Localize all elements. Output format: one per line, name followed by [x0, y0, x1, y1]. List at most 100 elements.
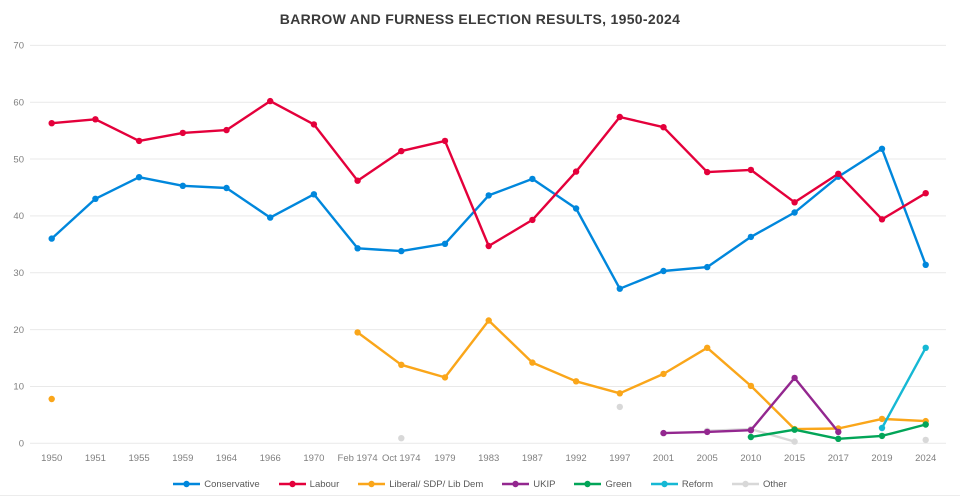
series-reform: [878, 344, 929, 432]
data-point-labour-2017: [835, 170, 842, 177]
data-point-conservative-2010: [747, 233, 755, 241]
line-labour: [50, 99, 927, 248]
legend-swatch-labour: [278, 480, 306, 488]
data-point-conservative-2005: [704, 263, 711, 271]
y-tick-label-40: 40: [13, 211, 24, 222]
data-point-conservative-1955: [135, 174, 143, 181]
data-point-ukip-2010: [747, 427, 755, 434]
y-tick-label-0: 0: [19, 439, 24, 450]
data-point-ukip-2005: [704, 428, 711, 436]
legend-label-labour: Labour: [309, 478, 340, 490]
data-point-ukip-2001: [660, 429, 667, 437]
data-point-ukip-2017: [835, 428, 842, 436]
data-point-liberal-sdp-lib-dem-feb-1974: [354, 329, 361, 336]
data-point-labour-feb-1974: [354, 177, 361, 184]
line-reform: [880, 346, 927, 430]
line-conservative: [50, 147, 927, 290]
data-point-green-2024: [922, 421, 929, 428]
x-tick-label-2019: 2019: [871, 453, 892, 464]
x-tick-label-2005: 2005: [697, 453, 718, 464]
data-point-conservative-1964: [223, 184, 230, 192]
legend-label-ukip: UKIP: [533, 478, 556, 490]
legend-item-other: Other: [732, 479, 787, 490]
x-tick-label-1959: 1959: [172, 453, 193, 464]
data-point-conservative-1950: [48, 235, 55, 242]
data-point-conservative-1951: [92, 195, 99, 202]
data-point-liberal-sdp-lib-dem-1997: [616, 390, 623, 397]
legend-swatch-other: [732, 480, 759, 488]
x-tick-label-1997: 1997: [609, 453, 630, 464]
chart-legend: Conservative Labour Liberal/ SDP/ Lib Dem U…: [0, 474, 960, 494]
data-point-labour-1983: [485, 242, 492, 250]
data-point-conservative-1983: [485, 192, 492, 199]
series-labour: [48, 97, 929, 250]
data-point-conservative-2024: [922, 261, 929, 268]
data-point-labour-1970: [310, 121, 318, 128]
y-tick-label-10: 10: [13, 382, 24, 393]
series-liberal-sdp-lib-dem: [48, 317, 929, 433]
data-point-liberal-sdp-lib-dem-2005: [704, 344, 711, 351]
legend-item-conservative: Conservative: [173, 478, 260, 490]
data-point-labour-1955: [135, 137, 143, 145]
legend-label-green: Green: [605, 478, 632, 490]
legend-swatch-ukip: [502, 480, 530, 488]
data-point-labour-2015: [791, 199, 798, 206]
data-point-labour-1951: [92, 116, 99, 123]
data-point-conservative-2019: [878, 145, 886, 152]
y-tick-label-30: 30: [13, 268, 24, 279]
data-point-labour-2024: [922, 190, 929, 197]
data-point-labour-1964: [223, 126, 230, 134]
data-point-liberal-sdp-lib-dem-2010: [747, 382, 755, 390]
x-tick-label-1992: 1992: [566, 453, 587, 464]
series-ukip: [660, 374, 842, 437]
x-tick-label-1964: 1964: [216, 453, 237, 464]
data-point-reform-2019: [878, 424, 886, 432]
data-point-liberal-sdp-lib-dem-1979: [441, 374, 449, 381]
data-point-conservative-1987: [529, 175, 536, 183]
x-tick-label-1987: 1987: [522, 453, 543, 464]
data-point-liberal-sdp-lib-dem-2019: [878, 415, 886, 423]
x-tick-label-1979: 1979: [434, 453, 455, 464]
data-point-liberal-sdp-lib-dem-2001: [660, 370, 667, 378]
data-point-other-1997: [616, 403, 623, 411]
data-point-conservative-2015: [791, 209, 798, 216]
x-tick-label-2010: 2010: [740, 453, 761, 464]
legend-item-reform: Reform: [650, 478, 713, 490]
legend-label-liberal-sdp-lib-dem: Liberal/ SDP/ Lib Dem: [389, 478, 484, 490]
data-point-green-2015: [791, 426, 798, 433]
x-tick-label-oct-1974: Oct 1974: [382, 453, 421, 464]
data-point-labour-1950: [48, 120, 55, 127]
data-point-labour-2005: [704, 168, 711, 176]
x-tick-label-2001: 2001: [653, 453, 674, 464]
election-line-chart-plot-area: 0 10 20 30 40 50 60 70 1950 1951 1955 1959 1964 1966 1…: [13, 41, 946, 464]
legend-swatch-reform: [650, 480, 678, 488]
data-point-conservative-oct-1974: [398, 247, 405, 255]
x-tick-label-1951: 1951: [85, 453, 106, 464]
x-tick-label-feb-1974: Feb 1974: [338, 453, 378, 464]
data-point-labour-1966: [267, 97, 274, 105]
data-point-labour-2001: [660, 124, 667, 131]
data-point-conservative-1979: [441, 240, 449, 247]
legend-swatch-liberal-sdp-lib-dem: [358, 480, 386, 488]
legend-item-green: Green: [574, 478, 632, 490]
data-point-labour-1979: [441, 137, 449, 145]
data-point-labour-oct-1974: [398, 147, 405, 155]
x-tick-label-1983: 1983: [478, 453, 499, 464]
data-point-reform-2024: [922, 344, 929, 351]
x-tick-label-2017: 2017: [828, 453, 849, 464]
data-point-liberal-sdp-lib-dem-1992: [572, 378, 580, 385]
chart-title: BARROW AND FURNESS ELECTION RESULTS, 195…: [279, 11, 681, 27]
data-point-conservative-2001: [660, 267, 667, 275]
data-point-conservative-1966: [267, 214, 274, 221]
data-point-other-oct-1974: [398, 435, 405, 442]
y-tick-label-60: 60: [13, 97, 24, 108]
legend-item-labour: Labour: [278, 478, 340, 490]
y-tick-label-50: 50: [13, 154, 24, 165]
legend-label-reform: Reform: [681, 478, 713, 490]
data-point-liberal-sdp-lib-dem-1987: [529, 359, 536, 366]
line-liberal-sdp-lib-dem: [356, 319, 927, 431]
data-point-conservative-1992: [572, 205, 580, 212]
x-tick-label-1955: 1955: [129, 453, 150, 464]
series-green: [747, 421, 929, 442]
legend-label-conservative: Conservative: [204, 478, 260, 490]
